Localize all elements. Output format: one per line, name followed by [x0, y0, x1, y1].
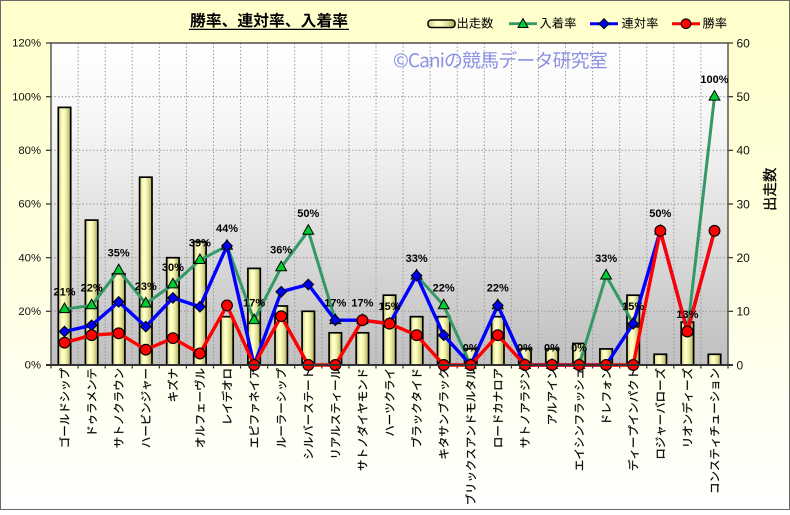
svg-text:40: 40 — [737, 144, 751, 158]
svg-text:100%: 100% — [12, 91, 41, 103]
svg-text:36%: 36% — [270, 245, 292, 257]
svg-text:40%: 40% — [18, 252, 41, 264]
svg-text:0%: 0% — [571, 342, 587, 354]
svg-text:0: 0 — [737, 358, 744, 372]
svg-text:10: 10 — [737, 305, 751, 319]
svg-text:22%: 22% — [433, 283, 455, 295]
svg-text:22%: 22% — [81, 283, 103, 295]
svg-text:21%: 21% — [53, 287, 75, 299]
svg-text:50%: 50% — [297, 208, 319, 220]
svg-text:15%: 15% — [378, 301, 400, 313]
svg-text:50%: 50% — [649, 208, 671, 220]
svg-text:33%: 33% — [406, 253, 428, 265]
svg-text:0%: 0% — [517, 342, 533, 354]
svg-text:30: 30 — [737, 197, 751, 211]
svg-text:120%: 120% — [12, 38, 41, 50]
svg-text:0%: 0% — [25, 360, 41, 372]
svg-text:13%: 13% — [676, 309, 698, 321]
svg-text:17%: 17% — [243, 298, 265, 310]
svg-text:39%: 39% — [189, 237, 211, 249]
svg-text:22%: 22% — [487, 283, 509, 295]
svg-text:35%: 35% — [108, 248, 130, 260]
svg-text:17%: 17% — [351, 298, 373, 310]
svg-text:80%: 80% — [18, 145, 41, 157]
svg-text:15%: 15% — [622, 301, 644, 313]
svg-text:23%: 23% — [135, 281, 157, 293]
svg-text:0%: 0% — [544, 342, 560, 354]
svg-text:60%: 60% — [18, 199, 41, 211]
svg-text:20: 20 — [737, 251, 751, 265]
svg-text:100%: 100% — [700, 74, 728, 86]
svg-text:0%: 0% — [463, 342, 479, 354]
svg-text:30%: 30% — [162, 262, 184, 274]
svg-text:50: 50 — [737, 90, 751, 104]
svg-text:44%: 44% — [216, 223, 238, 235]
svg-text:33%: 33% — [595, 253, 617, 265]
svg-text:60: 60 — [737, 36, 751, 50]
svg-text:20%: 20% — [18, 306, 41, 318]
svg-text:17%: 17% — [324, 298, 346, 310]
